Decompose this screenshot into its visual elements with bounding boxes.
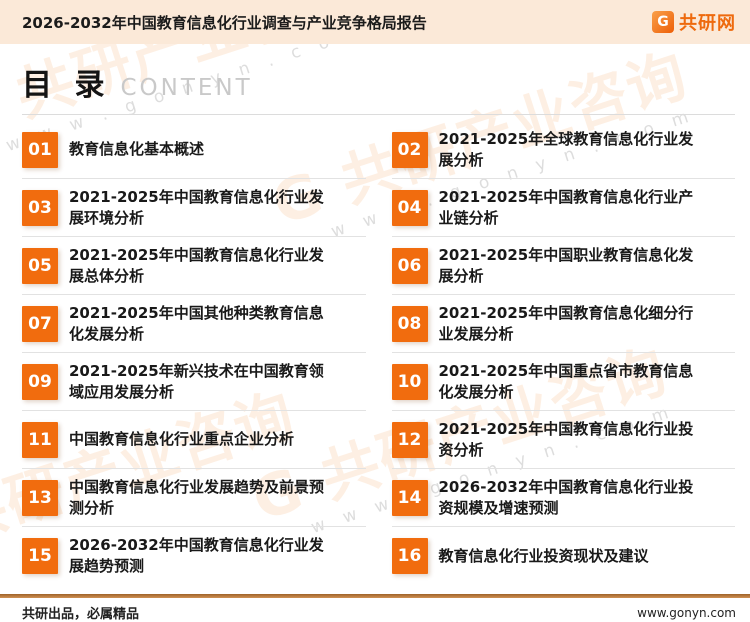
- footer-slogan: 共研出品，必属精品: [22, 607, 140, 622]
- item-number-badge: 05: [22, 247, 58, 284]
- item-number-badge: 12: [391, 421, 428, 458]
- toc-item: 15 2026-2032年中国教育信息化行业发展趋势预测: [22, 527, 366, 585]
- item-title: 2021-2025年中国重点省市教育信息化发展分析: [438, 361, 694, 401]
- toc-item: 14 2026-2032年中国教育信息化行业投资规模及增速预测: [391, 469, 735, 527]
- item-number-badge: 03: [22, 189, 58, 226]
- toc-list: 01 教育信息化基本概述 02 2021-2025年全球教育信息化行业发展分析 …: [22, 121, 735, 585]
- page-subtitle: CONTENT: [120, 75, 253, 101]
- item-number-badge: 14: [391, 479, 428, 516]
- toc-item: 08 2021-2025年中国教育信息化细分行业发展分析: [391, 295, 735, 353]
- heading-divider: [22, 114, 735, 115]
- toc-item: 09 2021-2025年新兴技术在中国教育领域应用发展分析: [22, 353, 366, 411]
- toc-item: 06 2021-2025年中国职业教育信息化发展分析: [391, 237, 735, 295]
- toc-item: 12 2021-2025年中国教育信息化行业投资分析: [391, 411, 735, 469]
- item-number-badge: 11: [22, 421, 58, 458]
- item-title: 2021-2025年中国教育信息化行业投资分析: [438, 419, 694, 459]
- item-title: 教育信息化基本概述: [69, 140, 205, 158]
- item-title: 2021-2025年中国其他种类教育信息化发展分析: [69, 303, 324, 343]
- brand-logo-icon: G: [652, 11, 674, 33]
- toc-item: 03 2021-2025年中国教育信息化行业发展环境分析: [22, 179, 366, 237]
- item-number-badge: 04: [391, 189, 428, 226]
- item-number-badge: 15: [22, 538, 58, 574]
- brand-logo: G 共研网: [652, 9, 736, 35]
- item-number-badge: 10: [391, 363, 428, 400]
- item-number-badge: 02: [391, 131, 428, 168]
- item-number-badge: 13: [22, 479, 58, 516]
- footer-rule: [0, 594, 750, 598]
- footer: 共研出品，必属精品 www.gonyn.com: [0, 594, 750, 622]
- item-title: 教育信息化行业投资现状及建议: [438, 546, 649, 565]
- item-title: 中国教育信息化行业重点企业分析: [69, 430, 295, 448]
- toc-item: 01 教育信息化基本概述: [22, 121, 366, 179]
- item-title: 2021-2025年全球教育信息化行业发展分析: [438, 129, 694, 169]
- item-title: 中国教育信息化行业发展趋势及前景预测分析: [69, 477, 325, 517]
- toc-item: 13 中国教育信息化行业发展趋势及前景预测分析: [22, 469, 366, 527]
- item-title: 2021-2025年中国教育信息化细分行业发展分析: [438, 303, 694, 343]
- toc-item: 04 2021-2025年中国教育信息化行业产业链分析: [391, 179, 735, 237]
- item-title: 2021-2025年中国教育信息化行业发展总体分析: [69, 245, 324, 285]
- toc-item: 02 2021-2025年全球教育信息化行业发展分析: [391, 121, 735, 179]
- toc-item: 05 2021-2025年中国教育信息化行业发展总体分析: [22, 237, 366, 295]
- item-number-badge: 07: [22, 305, 58, 342]
- item-number-badge: 06: [391, 247, 428, 284]
- page-title: 目 录: [22, 68, 111, 103]
- toc-item: 10 2021-2025年中国重点省市教育信息化发展分析: [391, 353, 735, 411]
- toc-item: 07 2021-2025年中国其他种类教育信息化发展分析: [22, 295, 366, 353]
- header-bar: 2026-2032年中国教育信息化行业调查与产业竞争格局报告 G 共研网: [0, 0, 750, 44]
- item-title: 2021-2025年中国教育信息化行业发展环境分析: [69, 187, 324, 227]
- toc-heading: 目 录 CONTENT: [0, 44, 750, 115]
- item-number-badge: 01: [22, 131, 58, 168]
- report-title: 2026-2032年中国教育信息化行业调查与产业竞争格局报告: [22, 13, 427, 32]
- item-number-badge: 16: [391, 538, 428, 574]
- website-link[interactable]: www.gonyn.com: [637, 605, 736, 620]
- toc-item: 16 教育信息化行业投资现状及建议: [391, 527, 736, 585]
- item-title: 2021-2025年新兴技术在中国教育领域应用发展分析: [69, 361, 324, 401]
- item-title: 2021-2025年中国职业教育信息化发展分析: [438, 245, 694, 285]
- item-title: 2021-2025年中国教育信息化行业产业链分析: [438, 187, 694, 227]
- toc-item: 11 中国教育信息化行业重点企业分析: [22, 411, 366, 469]
- item-title: 2026-2032年中国教育信息化行业发展趋势预测: [69, 536, 324, 575]
- item-title: 2026-2032年中国教育信息化行业投资规模及增速预测: [438, 477, 694, 517]
- brand-logo-label: 共研网: [679, 13, 736, 34]
- item-number-badge: 09: [22, 363, 58, 400]
- item-number-badge: 08: [391, 305, 428, 342]
